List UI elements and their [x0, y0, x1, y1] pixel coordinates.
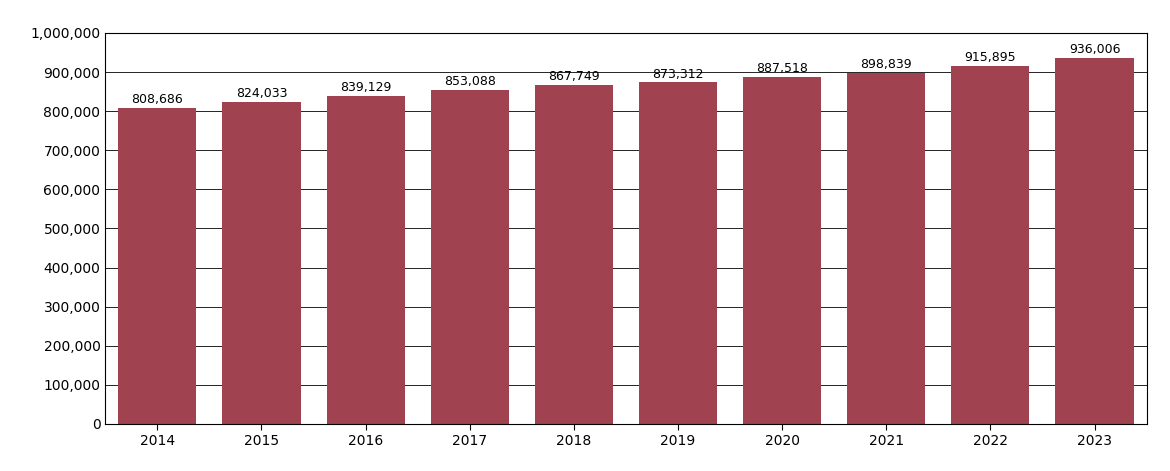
Text: 873,312: 873,312: [652, 67, 704, 81]
Bar: [222, 102, 301, 424]
Text: 839,129: 839,129: [340, 81, 391, 94]
Text: 808,686: 808,686: [131, 93, 184, 106]
Bar: [951, 66, 1030, 424]
Text: 936,006: 936,006: [1068, 43, 1121, 56]
Bar: [639, 82, 717, 424]
Bar: [847, 73, 925, 424]
Text: 887,518: 887,518: [756, 62, 808, 75]
Bar: [431, 90, 509, 424]
Bar: [326, 96, 405, 424]
Bar: [118, 108, 197, 424]
Text: 824,033: 824,033: [235, 87, 288, 100]
Bar: [1055, 58, 1134, 424]
Bar: [743, 77, 821, 424]
Text: 867,749: 867,749: [548, 70, 600, 83]
Bar: [535, 85, 613, 424]
Text: 853,088: 853,088: [443, 75, 496, 89]
Text: 898,839: 898,839: [860, 57, 913, 71]
Text: 915,895: 915,895: [964, 51, 1017, 64]
